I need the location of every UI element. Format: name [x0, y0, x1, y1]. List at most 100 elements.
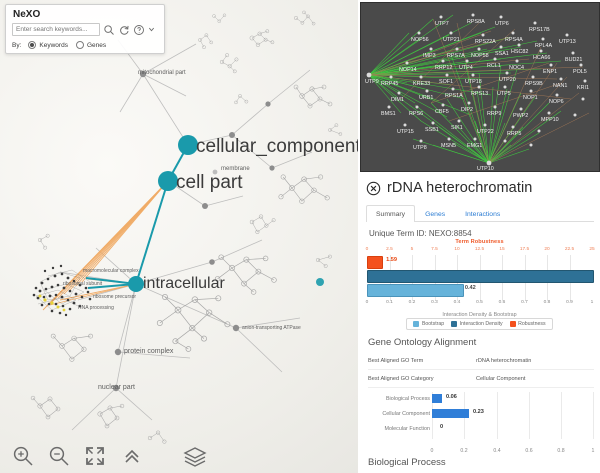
top-tick: 20 — [544, 247, 550, 252]
top-tick: 5 — [410, 247, 414, 252]
term-title: rDNA heterochromatin — [387, 180, 533, 196]
search-by-row[interactable]: By: Keywords Genes — [12, 41, 158, 49]
dag-node-cell-part — [158, 171, 178, 191]
top-tick: 0 — [365, 247, 369, 252]
svg-text:UTP15: UTP15 — [397, 129, 414, 135]
svg-text:NOP56: NOP56 — [411, 37, 429, 43]
svg-text:RPS7A: RPS7A — [447, 53, 465, 59]
svg-text:BMS1: BMS1 — [381, 111, 396, 117]
bot-tick: 0.4 — [453, 300, 461, 305]
fit-to-screen-icon[interactable] — [84, 445, 106, 467]
go-section-title: Gene Ontology Alignment — [368, 337, 477, 348]
tab-genes[interactable]: Genes — [425, 211, 446, 218]
svg-text:CBF5: CBF5 — [435, 109, 449, 115]
dag-node-intracellular — [128, 276, 144, 292]
go-xtick: 0.4 — [493, 448, 501, 454]
go-row-value: Cellular Component — [476, 375, 526, 382]
search-by-label: By: — [12, 41, 22, 49]
chevron-down-icon[interactable] — [148, 25, 155, 35]
tab-summary[interactable]: Summary — [366, 205, 416, 222]
svg-text:RPS1A: RPS1A — [445, 93, 463, 99]
bot-tick: 0.1 — [386, 300, 393, 305]
interaction-network-panel[interactable]: UTP9 UTP10 UTP7 RPS8A UTP6 RPS17B NOP56 UTP2… — [360, 2, 600, 172]
zoom-in-icon[interactable] — [12, 445, 34, 467]
svg-text:NOP6: NOP6 — [549, 99, 564, 105]
dag-graph[interactable] — [0, 0, 358, 473]
svg-text:RPS17B: RPS17B — [529, 27, 550, 33]
tab-interactions[interactable]: Interactions — [465, 211, 501, 218]
dag-small-label-anion-transporting-atpase: anion-transporting ATPase — [242, 325, 301, 331]
bot-tick: 0.2 — [408, 300, 416, 305]
gbar-value-molecular-function: 0 — [440, 424, 444, 430]
term-robustness-chart: Term Robustness 0 2.5 5 7.5 10 12.5 15 1… — [365, 239, 595, 318]
dag-small-label-membrane: membrane — [221, 166, 250, 172]
top-tick: 15 — [499, 247, 505, 252]
svg-text:MSN5: MSN5 — [441, 143, 456, 149]
svg-text:NOC4: NOC4 — [509, 65, 524, 71]
detail-tabs[interactable]: Summary Genes Interactions — [366, 204, 594, 222]
go-xtick: 0.2 — [460, 448, 468, 454]
svg-text:UTP18: UTP18 — [465, 79, 482, 85]
help-icon[interactable] — [133, 24, 145, 36]
bar-bootstrap — [367, 284, 464, 297]
svg-text:IMP3: IMP3 — [423, 53, 436, 59]
bot-tick: 1 — [590, 300, 594, 305]
radio-keywords-label: Keywords — [39, 41, 68, 49]
go-cat-cellular-component: Cellular Component — [382, 411, 430, 417]
svg-text:SIK1: SIK1 — [451, 125, 463, 131]
go-row-value: rDNA heterochromatin — [476, 357, 532, 364]
go-row-key: Best Aligned GO Category — [368, 375, 434, 382]
go-row-key: Best Aligned GO Term — [368, 357, 424, 364]
legend-swatch-robustness — [509, 321, 516, 327]
term-detail-panel[interactable]: rDNA heterochromatin Summary Genes Inter… — [360, 172, 600, 473]
svg-text:RPS13: RPS13 — [471, 91, 488, 97]
dag-label-intracellular: intracellular — [143, 275, 225, 292]
bot-tick: 0.3 — [431, 300, 438, 305]
term-detail-header: rDNA heterochromatin — [360, 172, 600, 200]
svg-text:RRP9: RRP9 — [487, 111, 501, 117]
collapse-icon[interactable] — [122, 445, 144, 467]
svg-text:RPL4A: RPL4A — [535, 43, 552, 49]
svg-text:DIM1: DIM1 — [391, 97, 404, 103]
svg-text:HSC82: HSC82 — [511, 49, 528, 55]
bar-robustness — [367, 256, 384, 269]
dag-small-label-protein-complex: protein complex — [124, 348, 174, 355]
svg-text:UTP5: UTP5 — [497, 91, 511, 97]
dag-toolbar[interactable] — [0, 439, 358, 473]
svg-text:SSA1: SSA1 — [495, 51, 509, 57]
dag-small-label-ribosome-precursor: ribosome precursor — [93, 294, 137, 300]
radio-keywords[interactable] — [28, 41, 37, 49]
top-tick: 17.5 — [519, 247, 530, 252]
radio-genes-label: Genes — [86, 41, 107, 49]
legend-label-robustness: Robustness — [518, 321, 546, 327]
go-xtick: 0 — [430, 448, 434, 454]
svg-text:UTP20: UTP20 — [499, 77, 516, 83]
search-input[interactable] — [12, 23, 100, 36]
top-tick: 25 — [589, 247, 595, 252]
svg-text:UTP21: UTP21 — [443, 37, 460, 43]
layers-icon[interactable] — [182, 445, 208, 467]
zoom-out-icon[interactable] — [48, 445, 70, 467]
bot-tick: 0.7 — [521, 300, 528, 305]
interaction-network-graph[interactable]: UTP9 UTP10 UTP7 RPS8A UTP6 RPS17B NOP56 UTP2… — [361, 3, 599, 171]
refresh-icon[interactable] — [118, 24, 130, 36]
bar-bootstrap-value: 0.42 — [464, 285, 476, 291]
radio-genes[interactable] — [75, 41, 84, 49]
search-panel[interactable]: NeXO — [5, 4, 165, 54]
close-circle-icon[interactable] — [366, 181, 381, 196]
gbar-value-biological-process: 0.06 — [446, 394, 457, 400]
search-icon[interactable] — [103, 24, 115, 36]
svg-text:NOP58: NOP58 — [471, 53, 489, 59]
robustness-top-axis: 0 2.5 5 7.5 10 12.5 15 17.5 20 22.5 25 — [365, 247, 595, 255]
robustness-bottom-axis: 0 0.1 0.2 0.3 0.4 0.5 0.6 0.7 0.8 0.9 1 — [366, 300, 594, 308]
go-xtick: 0.6 — [525, 448, 533, 454]
svg-text:RPS8A: RPS8A — [467, 19, 485, 25]
app-title: NeXO — [13, 9, 41, 20]
svg-text:KRE33: KRE33 — [413, 81, 430, 87]
legend-label-interaction-density: Interaction Density — [459, 321, 503, 327]
top-tick: 10 — [454, 247, 460, 252]
svg-text:SOF1: SOF1 — [439, 79, 453, 85]
svg-text:DIP2: DIP2 — [461, 107, 473, 113]
ontology-dag-panel[interactable]: cellular_component cell part intracellul… — [0, 0, 358, 473]
